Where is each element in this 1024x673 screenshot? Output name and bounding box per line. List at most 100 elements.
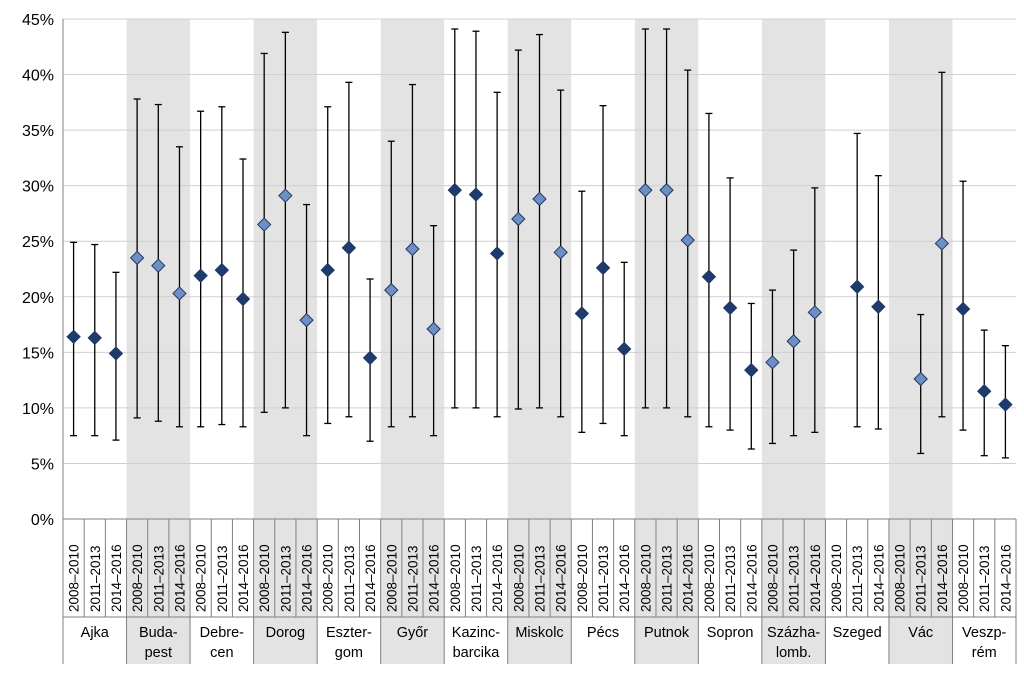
- diamond-marker: [722, 300, 738, 316]
- period-label: 2008–2010: [194, 544, 209, 612]
- period-label: 2011–2013: [151, 545, 166, 612]
- diamond-marker: [511, 211, 526, 227]
- diamond-marker: [977, 384, 992, 399]
- diamond-marker: [172, 286, 187, 301]
- diamond-marker: [129, 250, 145, 266]
- diamond-marker: [489, 246, 505, 261]
- diamond-marker: [320, 262, 335, 278]
- period-label: 2011–2013: [787, 545, 802, 612]
- diamond-marker: [934, 236, 950, 251]
- diamond-marker: [532, 191, 547, 207]
- period-label: 2011–2013: [596, 545, 611, 612]
- period-label: 2014–2016: [935, 544, 950, 612]
- period-label: 2011–2013: [660, 545, 675, 612]
- category-table: 2008–2010 2011–2013 2014–2016 Ajka 2008–2010…: [62, 519, 1017, 664]
- period-label: 2008–2010: [511, 544, 526, 612]
- period-label: 2014–2016: [300, 544, 315, 612]
- group-label: rém: [972, 645, 997, 661]
- group-label: Dorog: [266, 625, 306, 641]
- period-label: 2014–2016: [236, 544, 251, 612]
- period-label: 2011–2013: [405, 545, 420, 612]
- diamond-marker: [638, 182, 653, 198]
- diamond-marker: [744, 362, 759, 378]
- y-axis: 0% 5% 10% 15% 20% 25% 30% 35% 40% 45%: [22, 12, 54, 529]
- diamond-marker: [955, 301, 971, 317]
- diamond-marker: [256, 217, 272, 232]
- y-tick-label: 45%: [22, 12, 54, 29]
- y-tick-label: 30%: [22, 179, 54, 196]
- period-label: 2008–2010: [67, 544, 82, 612]
- diamond-marker: [468, 187, 484, 202]
- y-tick-label: 5%: [31, 456, 54, 473]
- period-label: 2014–2016: [998, 544, 1013, 612]
- period-label: 2014–2016: [109, 544, 124, 612]
- period-label: 2011–2013: [278, 545, 293, 612]
- period-label: 2011–2013: [977, 545, 992, 612]
- period-label: 2008–2010: [448, 544, 463, 612]
- period-label: 2008–2010: [575, 544, 590, 612]
- period-label: 2014–2016: [808, 544, 823, 612]
- group-label: Győr: [397, 625, 429, 641]
- y-tick-label: 10%: [22, 401, 54, 418]
- group-label: Pécs: [587, 625, 619, 641]
- period-label: 2008–2010: [321, 544, 336, 612]
- diamond-marker: [235, 291, 251, 307]
- y-tick-label: 20%: [22, 290, 54, 307]
- diamond-marker: [405, 241, 420, 257]
- diamond-marker: [680, 232, 695, 248]
- period-label: 2011–2013: [469, 545, 484, 612]
- period-label: 2008–2010: [893, 544, 908, 612]
- diamond-marker: [341, 240, 357, 256]
- period-label: 2008–2010: [765, 544, 780, 612]
- diamond-marker: [362, 350, 378, 366]
- diamond-marker: [426, 321, 441, 337]
- diamond-marker: [574, 306, 590, 321]
- diamond-marker: [659, 182, 674, 198]
- diamond-marker: [447, 182, 462, 198]
- group-label: Szeged: [833, 625, 882, 641]
- period-label: 2014–2016: [172, 544, 187, 612]
- group-label: Kazinc-: [452, 625, 501, 641]
- diamond-marker: [87, 330, 102, 346]
- period-label: 2014–2016: [363, 544, 378, 612]
- period-label: 2008–2010: [638, 544, 653, 612]
- period-label: 2011–2013: [533, 545, 548, 612]
- y-tick-label: 15%: [22, 345, 54, 362]
- period-label: 2008–2010: [829, 544, 844, 612]
- period-label: 2014–2016: [617, 544, 632, 612]
- period-label: 2011–2013: [342, 545, 357, 612]
- group-label: barcika: [453, 645, 501, 661]
- period-label: 2011–2013: [215, 545, 230, 612]
- period-label: 2014–2016: [744, 544, 759, 612]
- diamond-marker: [807, 305, 823, 320]
- period-label: 2008–2010: [130, 544, 145, 612]
- diamond-marker: [595, 260, 611, 276]
- point-markers: [66, 182, 1013, 412]
- group-label: Ajka: [81, 625, 110, 641]
- period-label: 2014–2016: [554, 544, 569, 612]
- group-label: pest: [145, 645, 172, 661]
- diamond-marker: [617, 341, 632, 357]
- y-tick-label: 0%: [31, 512, 54, 529]
- diamond-marker: [278, 188, 293, 203]
- period-label: 2008–2010: [257, 544, 272, 612]
- period-label: 2011–2013: [723, 545, 738, 612]
- group-label: Eszter-: [326, 625, 372, 641]
- period-label: 2014–2016: [871, 544, 886, 612]
- diamond-marker: [214, 262, 230, 278]
- diamond-marker: [786, 334, 801, 349]
- axes-frame: [62, 19, 1017, 664]
- diamond-marker: [193, 268, 208, 283]
- y-tick-label: 40%: [22, 68, 54, 85]
- period-label: 2014–2016: [681, 544, 696, 612]
- group-label: Veszp-: [962, 625, 1006, 641]
- group-label: Vác: [908, 625, 933, 641]
- y-tick-label: 35%: [22, 123, 54, 140]
- diamond-marker: [151, 258, 166, 273]
- group-label: Putnok: [644, 625, 690, 641]
- diamond-marker: [913, 371, 928, 387]
- period-label: 2014–2016: [427, 544, 442, 612]
- group-label: Miskolc: [515, 625, 563, 641]
